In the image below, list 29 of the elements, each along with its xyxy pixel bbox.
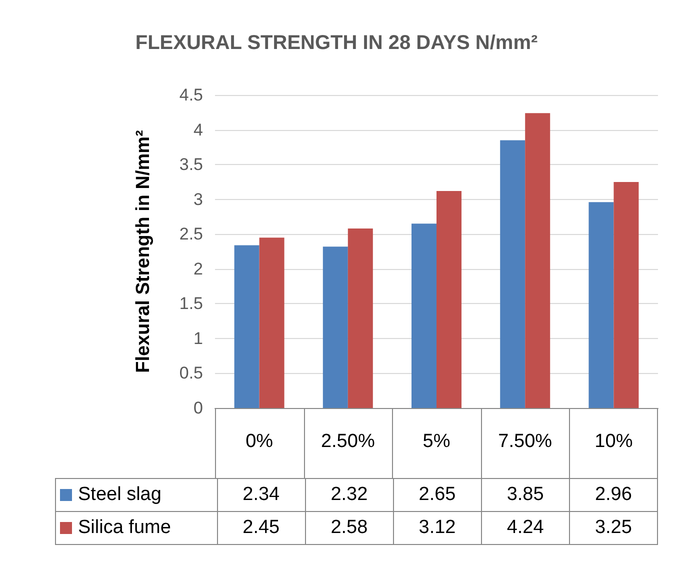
y-tick-label: 1.5 [179, 294, 203, 314]
data-label: 3.85 [481, 478, 570, 512]
data-label: 3.25 [569, 512, 658, 544]
legend-label: Steel slag [56, 478, 218, 512]
y-tick-label: 0.5 [179, 364, 203, 383]
data-label: 3.12 [393, 512, 482, 544]
x-tick-label: 0% [246, 431, 274, 452]
x-tick-label: 2.50% [320, 431, 375, 452]
data-label: 2.96 [569, 478, 658, 512]
y-tick-label: 4 [194, 120, 203, 140]
y-tick-label: 0 [194, 398, 203, 418]
y-tick-label: 3 [194, 190, 203, 209]
x-tick-label: 5% [422, 431, 450, 452]
legend-label: Silica fume [56, 512, 218, 544]
data-label: 2.34 [217, 478, 306, 512]
data-label: 2.45 [217, 512, 306, 544]
data-label: 2.65 [393, 478, 482, 512]
y-tick-label: 2 [194, 259, 203, 278]
y-tick-label: 1 [194, 328, 203, 348]
data-label: 2.58 [305, 512, 394, 544]
y-tick-label: 2.5 [179, 224, 203, 244]
chart-title: FLEXURAL STRENGTH IN 28 DAYS N/mm² [135, 32, 538, 54]
x-tick-label: 10% [594, 431, 633, 452]
y-tick-label: 4.5 [179, 86, 203, 104]
y-axis-title: Flexural Strength in N/mm² [133, 130, 154, 373]
x-tick-label: 7.50% [498, 431, 552, 452]
data-label: 2.32 [305, 478, 394, 512]
y-tick-label: 3.5 [179, 155, 203, 174]
data-label: 4.24 [481, 512, 570, 544]
